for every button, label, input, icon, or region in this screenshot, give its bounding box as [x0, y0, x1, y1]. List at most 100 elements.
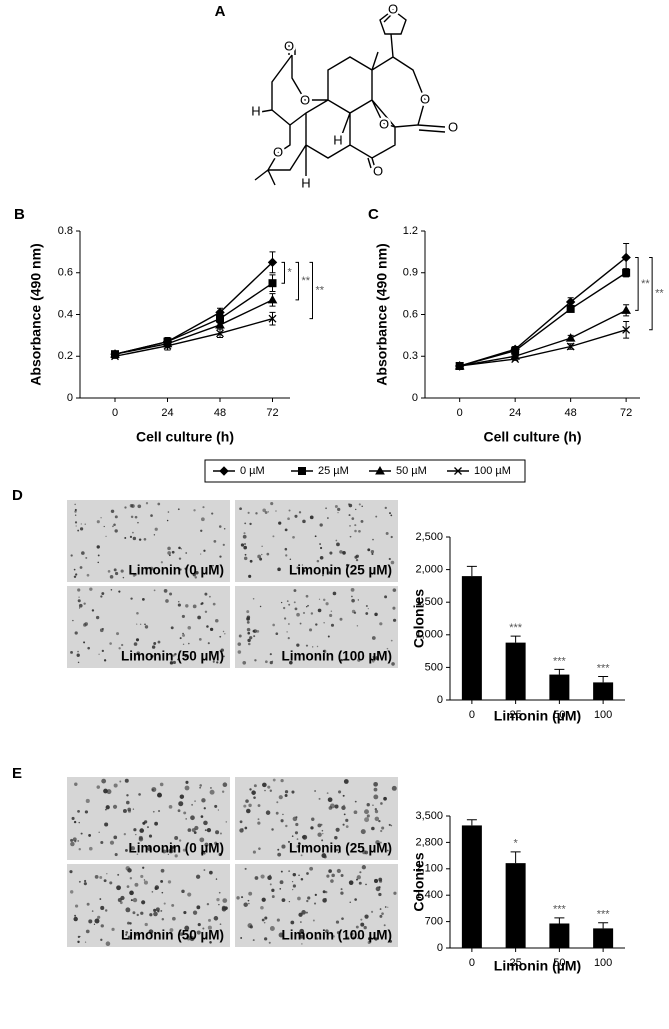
colony — [260, 874, 265, 879]
colony — [305, 911, 308, 914]
colony — [291, 835, 294, 837]
colony — [72, 619, 74, 622]
colony — [178, 801, 184, 807]
colony — [127, 807, 132, 812]
atom-label: H — [333, 132, 342, 147]
colony — [280, 601, 283, 604]
colony — [138, 538, 142, 541]
colony — [181, 614, 185, 619]
colony — [272, 778, 276, 782]
atom-label: O — [284, 38, 294, 53]
colony — [74, 782, 78, 786]
significance-label: *** — [597, 909, 611, 921]
colony — [354, 555, 358, 559]
colony — [272, 535, 275, 538]
colony — [182, 632, 184, 635]
colony — [322, 598, 326, 602]
colony — [87, 646, 90, 650]
colony — [339, 617, 343, 621]
colony — [301, 910, 306, 915]
x-tick-label: 0 — [469, 709, 475, 721]
colony — [187, 642, 190, 645]
colony — [299, 934, 304, 939]
colony — [257, 804, 261, 807]
colony — [357, 599, 359, 601]
colony — [185, 818, 187, 820]
colony — [356, 875, 361, 880]
colony — [152, 810, 155, 813]
point — [621, 305, 631, 314]
colony-image: Limonin (100 µM) — [235, 864, 398, 947]
colony — [78, 607, 81, 609]
colony — [172, 660, 176, 665]
colony — [125, 907, 131, 913]
colony — [159, 782, 164, 787]
colony — [374, 937, 378, 941]
y-tick-label: 0.2 — [58, 350, 73, 362]
colony — [344, 657, 347, 661]
colony — [172, 654, 175, 657]
colony — [153, 908, 157, 912]
colony — [288, 623, 290, 625]
colony — [185, 604, 189, 608]
colony — [129, 922, 132, 925]
colony — [334, 804, 339, 809]
colony — [153, 641, 157, 645]
colony — [293, 589, 297, 592]
colony — [349, 901, 352, 904]
colony — [120, 569, 124, 573]
image-caption: Limonin (0 µM) — [128, 841, 224, 856]
colony — [94, 918, 100, 924]
colony — [178, 546, 181, 550]
colony — [307, 604, 309, 607]
colony — [74, 521, 78, 524]
colony — [157, 792, 162, 798]
x-tick-label: 100 — [594, 957, 612, 969]
colony — [315, 623, 318, 626]
colony — [343, 813, 346, 816]
colony — [97, 554, 100, 557]
colony — [328, 571, 332, 575]
colony — [389, 940, 393, 943]
colony — [341, 805, 346, 810]
colony — [309, 866, 314, 871]
colony — [374, 851, 376, 853]
colony — [130, 597, 133, 600]
colony — [88, 846, 93, 851]
y-axis-title: Colonies — [411, 589, 427, 648]
error-bar — [598, 676, 609, 683]
colony — [143, 880, 148, 885]
colony — [113, 568, 117, 572]
colony — [124, 778, 129, 783]
colony — [277, 567, 281, 572]
colony — [109, 840, 115, 845]
colony — [143, 537, 147, 541]
colony — [100, 905, 105, 910]
colony — [265, 810, 271, 815]
colony — [200, 517, 205, 522]
colony — [263, 921, 266, 924]
colony — [103, 879, 107, 883]
colony — [287, 637, 290, 640]
colony — [70, 890, 74, 894]
colony — [78, 603, 83, 608]
colony — [96, 545, 100, 549]
colony — [392, 588, 397, 592]
significance-label: *** — [597, 662, 611, 674]
colony — [204, 592, 208, 596]
colony — [254, 876, 259, 880]
colony — [317, 823, 322, 828]
colony — [283, 617, 287, 620]
colony — [294, 831, 299, 835]
colony — [271, 828, 274, 831]
colony — [305, 605, 308, 608]
image-background — [235, 500, 398, 582]
colony — [136, 651, 141, 656]
colony — [219, 923, 222, 926]
colony — [322, 890, 326, 894]
colony — [177, 809, 181, 813]
colony — [77, 588, 81, 592]
point — [268, 279, 277, 288]
colony — [205, 657, 208, 659]
colony — [170, 846, 174, 850]
